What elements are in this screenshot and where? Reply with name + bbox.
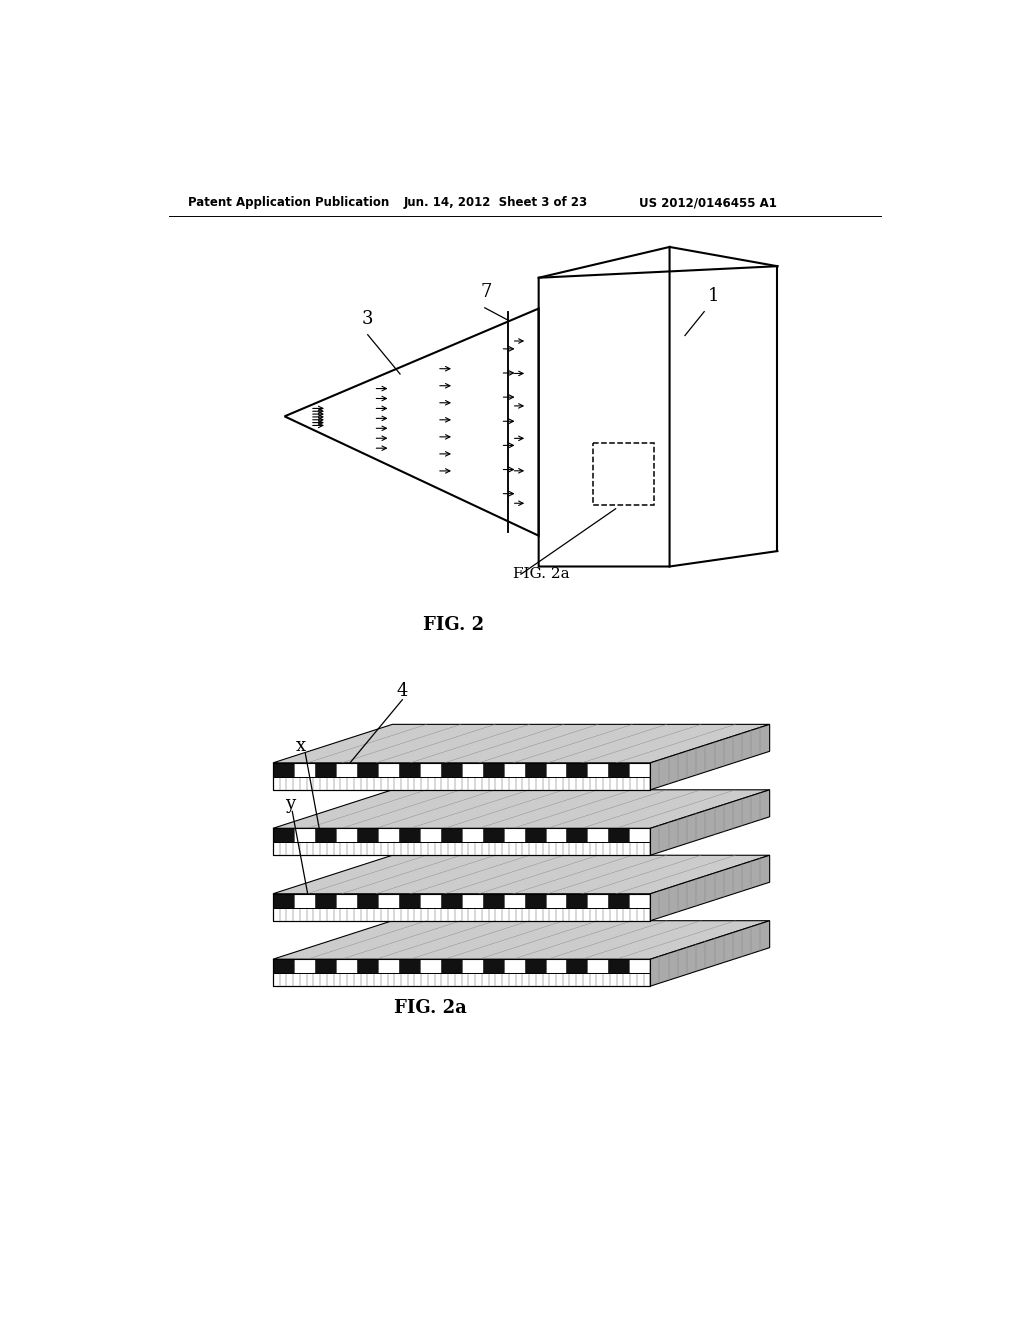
Bar	[440, 829, 462, 842]
Text: Patent Application Publication: Patent Application Publication	[188, 197, 389, 209]
Polygon shape	[273, 829, 650, 855]
Polygon shape	[273, 789, 770, 829]
Polygon shape	[650, 921, 770, 986]
Bar	[462, 763, 482, 776]
Bar	[398, 829, 420, 842]
Bar	[356, 763, 378, 776]
Bar	[398, 960, 420, 973]
Bar	[482, 763, 504, 776]
Bar	[273, 960, 294, 973]
Bar	[315, 763, 336, 776]
Bar	[588, 829, 608, 842]
Bar	[462, 894, 482, 908]
Bar	[356, 894, 378, 908]
Bar	[566, 829, 588, 842]
Text: 3: 3	[361, 310, 373, 327]
Bar	[462, 960, 482, 973]
Bar	[273, 763, 294, 776]
Bar	[294, 894, 315, 908]
Bar	[336, 763, 356, 776]
Bar	[566, 960, 588, 973]
Text: 7: 7	[481, 282, 493, 301]
Bar	[593, 444, 654, 506]
Bar	[504, 763, 524, 776]
Polygon shape	[273, 763, 650, 789]
Bar	[630, 894, 650, 908]
Bar	[566, 763, 588, 776]
Bar	[608, 894, 630, 908]
Bar	[524, 763, 546, 776]
Text: 1: 1	[708, 286, 720, 305]
Bar	[294, 829, 315, 842]
Bar	[440, 960, 462, 973]
Bar	[294, 960, 315, 973]
Bar	[420, 960, 440, 973]
Text: US 2012/0146455 A1: US 2012/0146455 A1	[639, 197, 776, 209]
Bar	[420, 763, 440, 776]
Bar	[588, 894, 608, 908]
Text: FIG. 2a: FIG. 2a	[394, 999, 467, 1018]
Bar	[294, 763, 315, 776]
Bar	[440, 763, 462, 776]
Bar	[588, 960, 608, 973]
Bar	[504, 960, 524, 973]
Bar	[273, 829, 294, 842]
Polygon shape	[273, 855, 770, 894]
Bar	[524, 960, 546, 973]
Polygon shape	[273, 960, 650, 986]
Bar	[630, 829, 650, 842]
Bar	[356, 829, 378, 842]
Bar	[440, 894, 462, 908]
Bar	[504, 894, 524, 908]
Bar	[315, 960, 336, 973]
Bar	[356, 960, 378, 973]
Bar	[336, 960, 356, 973]
Bar	[378, 763, 398, 776]
Text: y: y	[285, 795, 295, 813]
Bar	[336, 894, 356, 908]
Bar	[630, 763, 650, 776]
Bar	[420, 829, 440, 842]
Bar	[608, 829, 630, 842]
Bar	[482, 829, 504, 842]
Bar	[546, 894, 566, 908]
Text: Jun. 14, 2012  Sheet 3 of 23: Jun. 14, 2012 Sheet 3 of 23	[403, 197, 588, 209]
Bar	[378, 960, 398, 973]
Bar	[378, 829, 398, 842]
Bar	[524, 829, 546, 842]
Polygon shape	[650, 725, 770, 789]
Bar	[588, 763, 608, 776]
Bar	[608, 763, 630, 776]
Bar	[524, 894, 546, 908]
Text: 4: 4	[396, 682, 408, 700]
Bar	[504, 829, 524, 842]
Bar	[336, 829, 356, 842]
Bar	[398, 763, 420, 776]
Bar	[398, 894, 420, 908]
Bar	[482, 960, 504, 973]
Bar	[482, 894, 504, 908]
Bar	[420, 894, 440, 908]
Bar	[273, 894, 294, 908]
Polygon shape	[650, 855, 770, 921]
Polygon shape	[273, 921, 770, 960]
Bar	[315, 894, 336, 908]
Polygon shape	[273, 894, 650, 921]
Bar	[315, 829, 336, 842]
Bar	[546, 763, 566, 776]
Bar	[546, 829, 566, 842]
Bar	[608, 960, 630, 973]
Polygon shape	[650, 789, 770, 855]
Bar	[378, 894, 398, 908]
Bar	[566, 894, 588, 908]
Text: FIG. 2: FIG. 2	[423, 615, 484, 634]
Text: x: x	[296, 738, 306, 755]
Text: FIG. 2a: FIG. 2a	[513, 568, 570, 581]
Bar	[630, 960, 650, 973]
Bar	[546, 960, 566, 973]
Polygon shape	[273, 725, 770, 763]
Bar	[462, 829, 482, 842]
